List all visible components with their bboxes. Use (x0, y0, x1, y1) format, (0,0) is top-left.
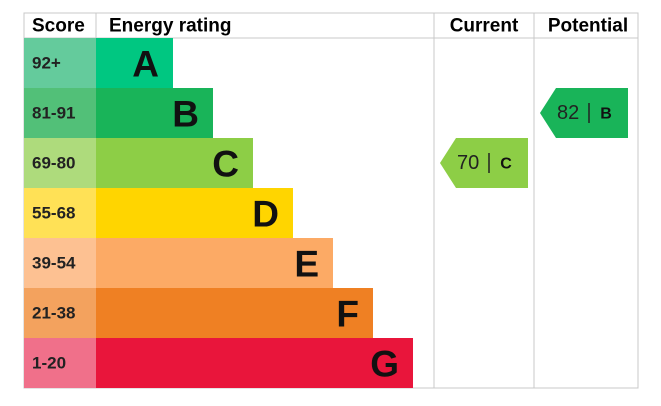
score-cell (24, 338, 96, 388)
score-cell (24, 188, 96, 238)
current-arrow (440, 138, 528, 188)
current-value: 70 (457, 152, 479, 174)
score-cell (24, 238, 96, 288)
score: 55-68 (32, 204, 75, 223)
rating-bar (96, 288, 373, 338)
rating-bar (96, 338, 413, 388)
score: 39-54 (32, 254, 76, 273)
rating-letter: A (132, 44, 159, 85)
rating-letter: G (370, 344, 399, 385)
header-rating: Energy rating (109, 16, 231, 37)
rating-letter: C (212, 144, 239, 185)
score-cell (24, 38, 96, 88)
rating-bar (96, 238, 333, 288)
potential-arrow (540, 88, 628, 138)
rating-bar (96, 88, 213, 138)
score: 21-38 (32, 304, 75, 323)
rating-bar (96, 38, 173, 88)
score-cell (24, 288, 96, 338)
potential-letter: B (600, 106, 612, 123)
rating-bar (96, 138, 253, 188)
score: 69-80 (32, 154, 75, 173)
rating-letter: E (294, 244, 319, 285)
rating-bar (96, 188, 293, 238)
score-cell (24, 88, 96, 138)
current-letter: C (500, 156, 512, 173)
score: 92+ (32, 54, 61, 73)
header-current: Current (450, 16, 519, 37)
rating-letter: B (172, 94, 199, 135)
score: 81-91 (32, 104, 75, 123)
score-cell (24, 138, 96, 188)
rating-letter: F (336, 294, 359, 335)
header-score: Score (32, 16, 85, 37)
header-potential: Potential (548, 16, 628, 37)
rating-letter: D (252, 194, 279, 235)
potential-value: 82 (557, 102, 579, 124)
score: 1-20 (32, 354, 66, 373)
